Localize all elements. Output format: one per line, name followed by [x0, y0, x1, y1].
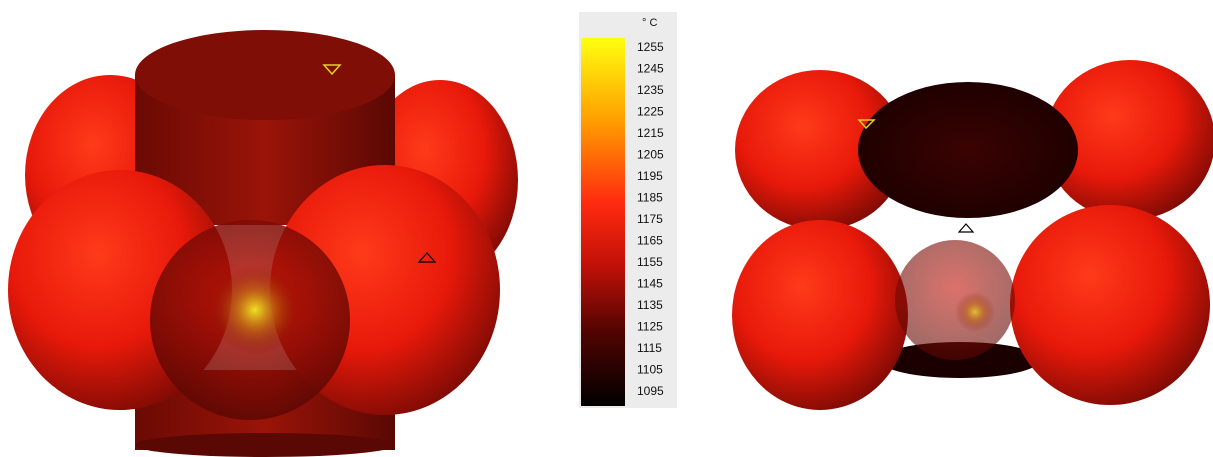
page: {"colorbar": {"unit": "° C", "ticks": [1…: [0, 0, 1213, 457]
colorbar-tick-label: 1145: [637, 277, 663, 291]
lobe: [732, 220, 908, 410]
lobe: [1010, 205, 1210, 405]
colorbar-tick-label: 1255: [637, 40, 664, 54]
colorbar-tick-label: 1165: [637, 234, 663, 248]
colorbar-tick-label: 1225: [637, 105, 664, 119]
colorbar-tick-label: 1195: [637, 169, 663, 183]
scene: ° C 1255 1245 1235 1225 1215 1205 1195 1185 1175…: [0, 0, 1213, 457]
colorbar-unit: ° C: [642, 17, 657, 29]
colorbar-tick-label: 1095: [637, 384, 664, 398]
colorbar-tick-label: 1125: [637, 320, 663, 334]
colorbar: ° C 1255 1245 1235 1225 1215 1205 1195 1185 1175…: [579, 12, 677, 408]
cylinder-top: [135, 30, 395, 120]
colorbar-ramp: [581, 38, 625, 406]
colorbar-tick-label: 1235: [637, 83, 664, 97]
hot-spot: [955, 292, 995, 332]
colorbar-tick-label: 1155: [637, 255, 663, 269]
colorbar-tick-label: 1245: [637, 62, 664, 76]
colorbar-tick-label: 1135: [637, 298, 663, 312]
cylinder-bottom-edge: [135, 433, 395, 457]
colorbar-tick-label: 1215: [637, 126, 664, 140]
colorbar-tick-label: 1105: [637, 363, 663, 377]
colorbar-tick-label: 1115: [637, 341, 662, 355]
colorbar-tick-label: 1205: [637, 148, 664, 162]
min-marker: [959, 224, 973, 232]
colorbar-tick-label: 1175: [637, 212, 663, 226]
right-model: [732, 60, 1213, 410]
center-pit: [858, 82, 1078, 218]
lobe-shadow: [895, 240, 1015, 360]
left-model: [8, 30, 518, 457]
colorbar-tick-label: 1185: [637, 191, 663, 205]
hot-spot: [210, 265, 300, 355]
